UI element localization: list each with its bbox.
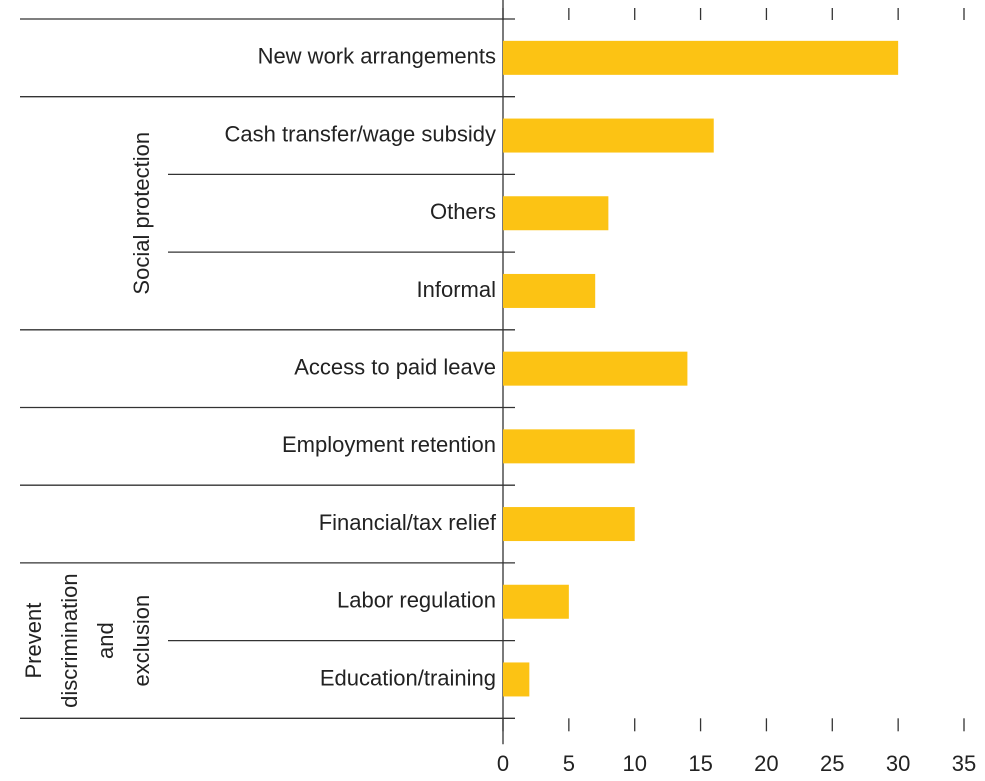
group-label: and — [93, 622, 118, 659]
bar — [503, 196, 609, 231]
category-label: Informal — [417, 277, 496, 302]
x-tick-label: 20 — [754, 751, 778, 776]
category-label: Cash transfer/wage subsidy — [225, 121, 496, 146]
x-tick-label: 5 — [563, 751, 575, 776]
x-tick-label: 30 — [886, 751, 910, 776]
bar — [503, 273, 596, 308]
category-label: Education/training — [320, 665, 496, 690]
x-tick-label: 15 — [688, 751, 712, 776]
x-tick-label: 10 — [622, 751, 646, 776]
bar — [503, 507, 635, 542]
category-label: Others — [430, 199, 496, 224]
group-label: discrimination — [57, 573, 82, 708]
group-label: Social protection — [129, 132, 154, 295]
bar — [503, 40, 899, 75]
category-label: Employment retention — [282, 432, 496, 457]
bar — [503, 584, 569, 619]
category-label: Financial/tax relief — [319, 510, 497, 535]
group-label: exclusion — [129, 595, 154, 687]
x-tick-label: 25 — [820, 751, 844, 776]
x-tick-label: 35 — [952, 751, 976, 776]
bar — [503, 662, 530, 697]
category-label: Labor regulation — [337, 588, 496, 613]
bar — [503, 351, 688, 386]
category-label: Access to paid leave — [294, 354, 496, 379]
x-tick-label: 0 — [497, 751, 509, 776]
group-label: Prevent — [21, 603, 46, 679]
category-label: New work arrangements — [258, 44, 496, 69]
bar — [503, 118, 714, 153]
bar — [503, 429, 635, 464]
